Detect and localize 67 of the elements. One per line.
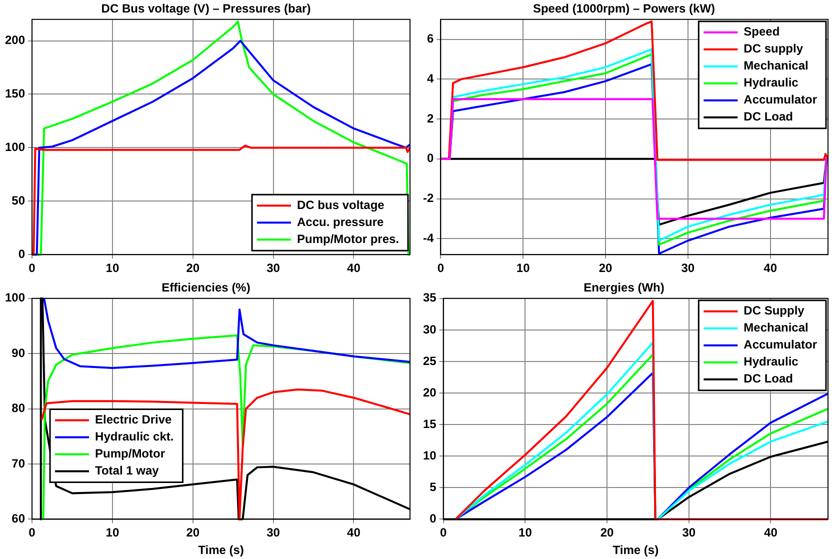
x-tick-label: 30 bbox=[266, 526, 280, 540]
x-tick-label: 40 bbox=[764, 261, 778, 276]
legend-label: Accumulator bbox=[744, 338, 818, 352]
y-tick-label: 60 bbox=[12, 512, 26, 526]
x-tick-label: 40 bbox=[347, 261, 361, 276]
legend-label: Hydraulic bbox=[744, 76, 799, 90]
y-tick-label: 100 bbox=[4, 290, 26, 305]
y-tick-label: 100 bbox=[4, 140, 26, 154]
y-tick-label: 4 bbox=[426, 72, 434, 86]
legend-label: Accumulator bbox=[744, 92, 818, 107]
legend-label: Electric Drive bbox=[95, 412, 172, 427]
x-axis-title: Time (s) bbox=[612, 543, 659, 558]
x-tick-label: 40 bbox=[764, 526, 778, 540]
legend-label: Hydraulic ckt. bbox=[95, 430, 174, 444]
y-tick-label: 25 bbox=[422, 354, 437, 368]
legend-label: DC Supply bbox=[744, 304, 805, 318]
y-tick-label: 30 bbox=[422, 322, 437, 336]
x-axis-title: Time (s) bbox=[198, 543, 244, 558]
x-tick-label: 0 bbox=[28, 261, 36, 276]
x-tick-label: 20 bbox=[186, 261, 200, 276]
x-tick-label: 20 bbox=[186, 526, 200, 540]
legend-label: Hydraulic bbox=[744, 354, 799, 369]
chart-title: Efficiencies (%) bbox=[162, 280, 250, 295]
y-tick-label: 150 bbox=[4, 86, 26, 101]
legend-label: Speed bbox=[744, 24, 780, 39]
y-tick-label: 90 bbox=[12, 346, 26, 360]
y-tick-label: 50 bbox=[12, 193, 26, 208]
y-tick-label: 5 bbox=[430, 480, 437, 494]
y-tick-label: 15 bbox=[422, 416, 437, 431]
legend-label: DC supply bbox=[744, 42, 804, 56]
y-tick-label: 6 bbox=[426, 32, 434, 46]
legend-label: Pump/Motor bbox=[95, 446, 166, 461]
legend-label: Total 1 way bbox=[95, 464, 160, 478]
x-tick-label: 10 bbox=[106, 261, 120, 276]
legend-label: Pump/Motor pres. bbox=[296, 232, 400, 246]
x-tick-label: 40 bbox=[347, 526, 361, 540]
y-tick-label: 0 bbox=[18, 246, 26, 261]
y-tick-label: 200 bbox=[4, 33, 26, 48]
y-tick-label: 0 bbox=[430, 512, 437, 526]
x-tick-label: 0 bbox=[440, 526, 448, 540]
y-tick-label: -4 bbox=[423, 230, 434, 245]
y-tick-label: 10 bbox=[422, 448, 437, 462]
chart-title: Energies (Wh) bbox=[584, 280, 664, 295]
x-tick-label: 20 bbox=[600, 526, 614, 540]
chart-title: DC Bus voltage (V) – Pressures (bar) bbox=[101, 2, 311, 16]
legend-label: DC Load bbox=[744, 372, 793, 386]
x-tick-label: 10 bbox=[516, 261, 530, 276]
x-tick-label: 30 bbox=[266, 261, 280, 276]
x-tick-label: 0 bbox=[28, 526, 36, 540]
y-tick-label: 20 bbox=[422, 385, 437, 400]
x-tick-label: 30 bbox=[682, 526, 696, 540]
y-tick-label: -2 bbox=[423, 191, 434, 206]
legend-label: DC bus voltage bbox=[296, 198, 385, 212]
chart-title: Speed (1000rpm) – Powers (kW) bbox=[532, 2, 716, 16]
y-tick-label: 0 bbox=[426, 151, 434, 166]
x-tick-label: 30 bbox=[681, 261, 695, 276]
legend-label: Mechanical bbox=[744, 58, 808, 73]
y-tick-label: 35 bbox=[422, 290, 437, 305]
legend-label: Mechanical bbox=[744, 320, 808, 335]
y-tick-label: 2 bbox=[426, 111, 434, 126]
x-tick-label: 20 bbox=[598, 261, 612, 276]
y-tick-label: 80 bbox=[12, 401, 26, 416]
y-tick-label: 70 bbox=[12, 456, 26, 470]
legend-label: Accu. pressure bbox=[296, 214, 384, 229]
x-tick-label: 10 bbox=[518, 526, 532, 540]
x-tick-label: 10 bbox=[106, 526, 120, 540]
legend-label: DC Load bbox=[744, 110, 793, 124]
